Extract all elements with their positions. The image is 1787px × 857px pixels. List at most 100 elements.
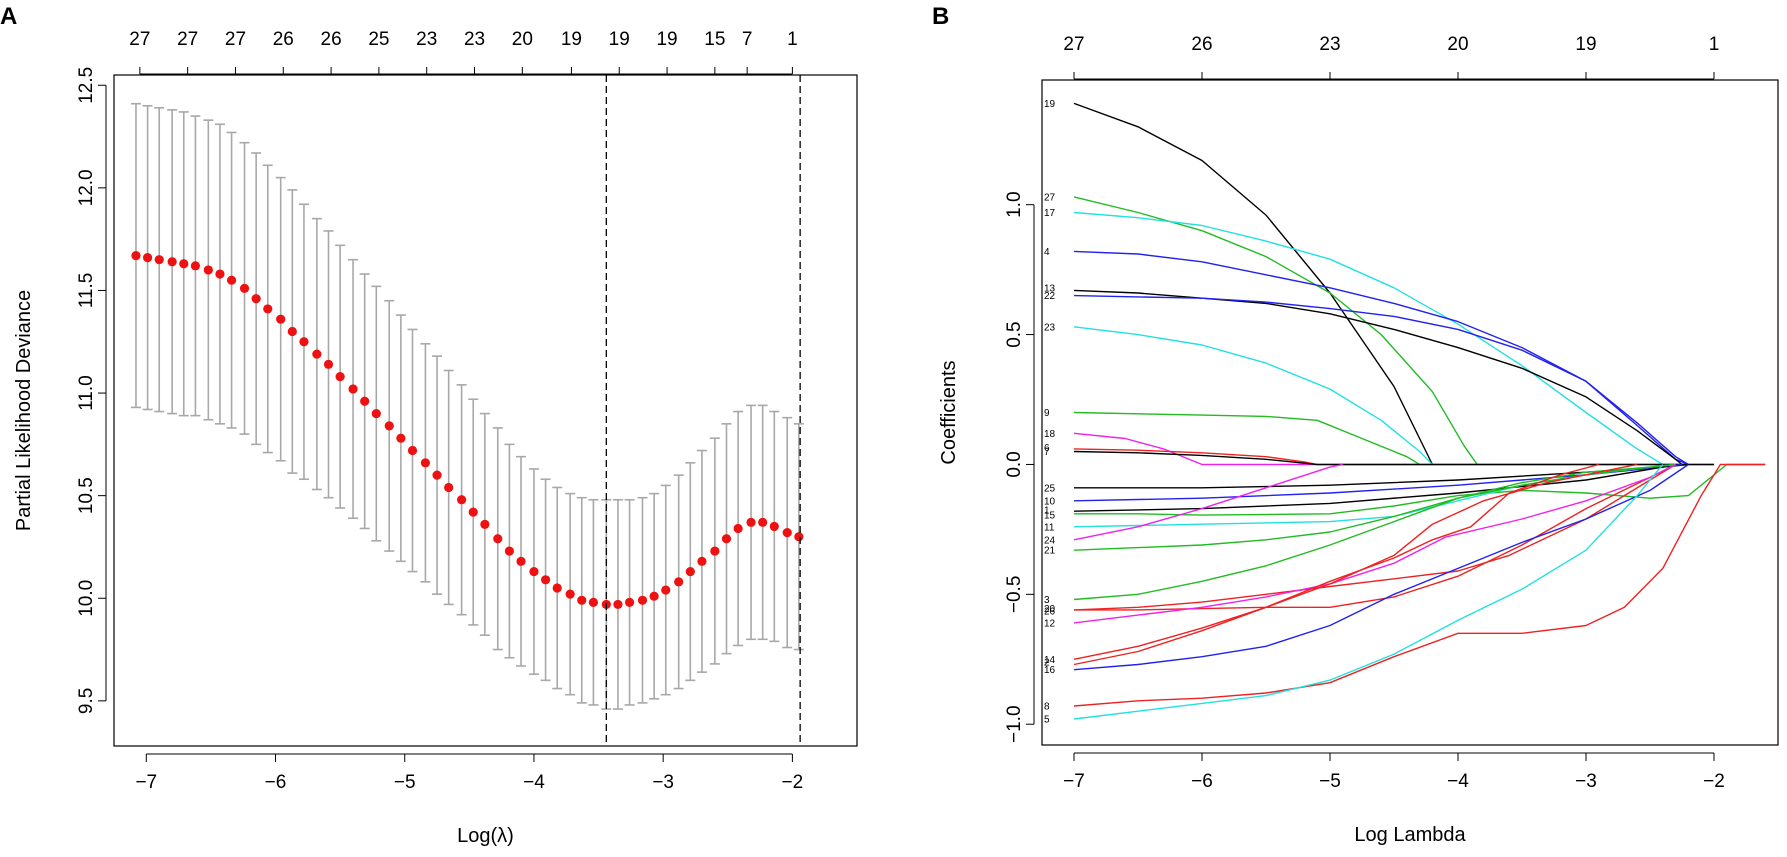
coefficient-path-label: 15 <box>1044 511 1056 522</box>
cv-mean-point <box>142 253 153 263</box>
panel-a-top-tick-label: 27 <box>129 29 150 50</box>
cv-mean-point <box>312 349 322 359</box>
panel-b-x-tick-label: −5 <box>1319 771 1341 792</box>
panel-a-top-tick-label: 19 <box>561 29 582 50</box>
panel-b-top-tick-label: 19 <box>1575 34 1596 55</box>
cv-mean-point <box>613 599 623 610</box>
coefficient-path-label: 24 <box>1044 535 1056 546</box>
cv-mean-point <box>215 269 225 279</box>
cv-mean-point <box>661 585 671 595</box>
cv-mean-point <box>239 283 250 294</box>
coefficient-path-label: 2 <box>1044 657 1050 668</box>
cv-mean-point <box>407 445 418 456</box>
cv-mean-point <box>384 421 394 431</box>
coefficient-path-13 <box>1073 289 1683 466</box>
coefficient-path-label: 9 <box>1044 408 1050 419</box>
coefficient-path-16 <box>1073 463 1689 671</box>
panel-a-y-tick-label: 12.5 <box>76 67 97 104</box>
cv-mean-point <box>432 470 442 480</box>
cv-mean-point <box>504 546 515 556</box>
panel-b-top-tick-label: 27 <box>1063 34 1084 55</box>
coefficient-path-18 <box>1073 432 1714 466</box>
coefficient-path-label: 12 <box>1044 618 1056 629</box>
panel-b-coefficient-plot: −7 −6 −5 −4 −3 −2−1.0−0.50.00.51.027 26 23 20 19 1… <box>938 34 1779 846</box>
coefficient-path-label: 11 <box>1044 522 1055 533</box>
panel-a-y-tick-label: 11.0 <box>76 375 97 411</box>
cv-mean-point <box>588 597 598 607</box>
coefficient-path-label: 1 <box>1044 505 1050 516</box>
panel-a-y-tick-label: 10.5 <box>76 477 97 514</box>
panel-b-x-tick-label: −7 <box>1063 771 1085 792</box>
coefficient-path-17 <box>1073 211 1664 466</box>
coefficient-path-24 <box>1073 463 1343 541</box>
panel-b-x-tick-label: −2 <box>1703 771 1725 792</box>
cv-mean-point <box>721 534 732 544</box>
panel-a-top-tick-label: 27 <box>225 29 246 50</box>
coefficient-path-label: 25 <box>1044 483 1056 494</box>
panel-a-x-tick-label: −5 <box>394 772 416 793</box>
coefficient-path-label: 14 <box>1044 655 1056 666</box>
panel-b-top-tick-label: 20 <box>1447 34 1468 55</box>
cv-mean-point <box>360 396 370 406</box>
cv-mean-point <box>396 433 406 443</box>
coefficient-path-label: 18 <box>1044 429 1056 440</box>
cv-mean-point <box>624 597 635 607</box>
panel-b-top-tick-label: 1 <box>1709 34 1720 55</box>
panel-a-top-tick-label: 27 <box>177 29 198 50</box>
cv-mean-point <box>685 566 695 577</box>
panel-b-x-tick-label: −6 <box>1191 771 1213 792</box>
cv-mean-point <box>456 495 467 505</box>
coefficient-path-2 <box>1073 463 1599 666</box>
coefficient-path-label: 17 <box>1044 208 1056 219</box>
panel-a-top-tick-label: 15 <box>704 29 725 50</box>
cv-mean-point <box>529 566 539 577</box>
panel-b-x-tick-label: −3 <box>1575 771 1597 792</box>
coefficient-path-9 <box>1073 411 1420 466</box>
cv-mean-point <box>746 517 756 527</box>
panel-a-y-tick-label: 9.5 <box>76 688 97 714</box>
cv-mean-point <box>674 577 684 587</box>
panel-a-top-tick-label: 20 <box>512 29 533 50</box>
coefficient-path-label: 13 <box>1044 283 1056 294</box>
panel-a-x-tick-label: −6 <box>265 772 287 793</box>
panel-a-x-tick-label: −3 <box>652 772 674 793</box>
panel-b-x-axis-title: Log Lambda <box>1354 824 1466 846</box>
coefficient-path-25 <box>1074 463 1689 489</box>
panel-a-top-tick-label: 1 <box>787 29 798 50</box>
panel-b-top-tick-label: 23 <box>1319 34 1340 55</box>
cv-mean-point <box>335 372 345 382</box>
panel-a-y-tick-label: 11.5 <box>76 273 97 309</box>
panel-a-top-tick-label: 7 <box>742 29 753 50</box>
panel-b-plot-frame <box>1041 79 1779 746</box>
cv-mean-point <box>516 556 526 566</box>
coefficient-path-label: 26 <box>1044 607 1056 618</box>
panel-a-y-axis-title: Partial Likelihood Deviance <box>13 290 35 531</box>
cv-mean-point <box>468 507 478 517</box>
coefficient-path-12 <box>1073 463 1676 624</box>
cv-mean-point <box>710 546 720 556</box>
cv-mean-point <box>167 257 177 267</box>
panel-b-top-tick-label: 26 <box>1191 34 1212 55</box>
panel-a-top-tick-label: 26 <box>321 29 342 50</box>
cv-mean-point <box>733 523 743 534</box>
cv-mean-point <box>794 532 804 542</box>
cv-mean-point <box>276 314 286 324</box>
coefficient-path-label: 10 <box>1044 496 1056 507</box>
cv-mean-point <box>782 527 792 538</box>
coefficient-path-label: 7 <box>1044 447 1050 458</box>
cv-mean-point <box>179 259 189 269</box>
coefficient-path-23 <box>1073 326 1433 465</box>
panel-a-letter: A <box>0 3 17 30</box>
cv-mean-point <box>251 294 261 304</box>
coefficient-path-14 <box>1073 463 1638 660</box>
cv-mean-point <box>565 589 575 599</box>
coefficient-path-4 <box>1073 250 1689 466</box>
cv-mean-point <box>371 408 381 419</box>
coefficient-path-label: 23 <box>1044 322 1056 333</box>
coefficient-path-label: 20 <box>1044 604 1056 615</box>
cv-mean-point <box>649 591 659 601</box>
coefficient-path-20 <box>1074 463 1676 611</box>
panel-a-top-tick-label: 19 <box>609 29 630 50</box>
coefficient-path-11 <box>1073 463 1676 528</box>
